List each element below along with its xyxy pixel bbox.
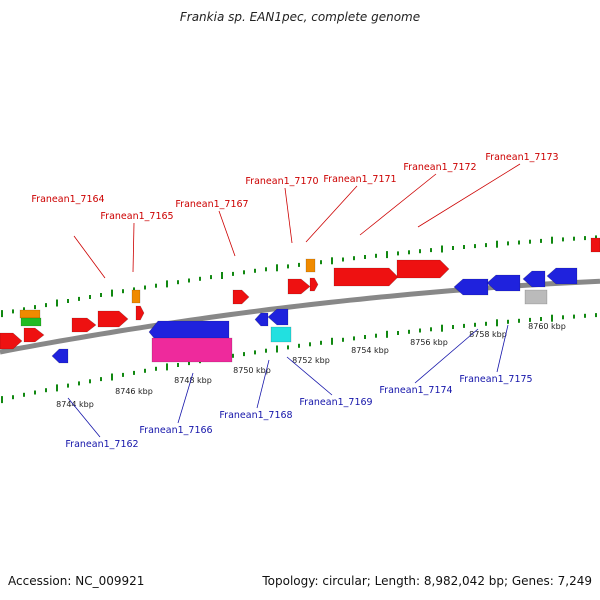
forward-gene <box>396 259 450 279</box>
scale-label: 8744 kbp <box>56 400 94 409</box>
genome-summary-text: Topology: circular; Length: 8,982,042 bp… <box>262 574 592 588</box>
scale-label: 8756 kbp <box>410 338 448 347</box>
reverse-gene-label: Franean1_7166 <box>139 425 212 436</box>
forward-gene-label: Franean1_7167 <box>175 199 248 210</box>
reverse-gene-label: Franean1_7168 <box>219 410 292 421</box>
feature-block <box>19 309 41 319</box>
forward-gene <box>309 277 319 292</box>
forward-gene <box>23 327 45 343</box>
reverse-label-leader <box>67 397 101 438</box>
scale-label: 8754 kbp <box>351 346 389 355</box>
forward-gene <box>590 237 600 253</box>
accession-text: Accession: NC_009921 <box>8 574 145 588</box>
forward-gene-label: Franean1_7171 <box>323 174 396 185</box>
forward-label-leader <box>359 173 437 236</box>
forward-gene-label: Franean1_7165 <box>100 211 173 222</box>
forward-gene <box>135 305 145 321</box>
forward-label-leader <box>305 185 358 243</box>
reverse-gene <box>546 267 578 285</box>
feature-block <box>151 337 233 363</box>
forward-label-leader <box>218 210 236 257</box>
forward-gene <box>333 267 399 287</box>
forward-gene <box>71 317 97 333</box>
forward-label-leader <box>284 187 293 244</box>
scale-label: 8752 kbp <box>292 356 330 365</box>
reverse-gene-label: Franean1_7175 <box>459 374 532 385</box>
reverse-gene <box>267 308 289 326</box>
forward-gene-label: Franean1_7172 <box>403 162 476 173</box>
genome-title: Frankia sp. EAN1pec, complete genome <box>179 10 421 24</box>
feature-block <box>131 289 141 304</box>
scale-label: 8758 kbp <box>469 330 507 339</box>
reverse-gene <box>522 270 546 288</box>
reverse-gene <box>486 274 521 292</box>
reverse-label-leader <box>496 324 509 373</box>
reverse-gene <box>254 312 269 327</box>
forward-label-leader <box>132 222 135 273</box>
reverse-gene-label: Franean1_7162 <box>65 439 138 450</box>
forward-label-leader <box>417 163 521 228</box>
reverse-label-leader <box>414 328 479 384</box>
scale-label: 8760 kbp <box>528 322 566 331</box>
reverse-gene <box>51 348 69 364</box>
forward-gene <box>232 289 250 305</box>
feature-block <box>270 326 292 343</box>
feature-block <box>20 317 42 327</box>
reverse-gene <box>453 278 489 296</box>
scale-label: 8750 kbp <box>233 366 271 375</box>
forward-gene <box>287 278 311 295</box>
scale-label: 8746 kbp <box>115 387 153 396</box>
scale-label: 8748 kbp <box>174 376 212 385</box>
feature-block <box>524 289 548 305</box>
reverse-label-leader <box>177 372 194 424</box>
reverse-gene-label: Franean1_7174 <box>379 385 452 396</box>
reverse-gene-label: Franean1_7169 <box>299 397 372 408</box>
forward-gene-label: Franean1_7170 <box>245 176 318 187</box>
reverse-label-leader <box>256 359 270 409</box>
feature-block <box>305 258 316 273</box>
forward-gene <box>0 332 23 350</box>
reverse-label-leader <box>286 356 333 396</box>
forward-label-leader <box>73 235 106 279</box>
forward-gene-label: Franean1_7173 <box>485 152 558 163</box>
forward-gene-label: Franean1_7164 <box>31 194 104 205</box>
forward-gene <box>97 310 129 328</box>
